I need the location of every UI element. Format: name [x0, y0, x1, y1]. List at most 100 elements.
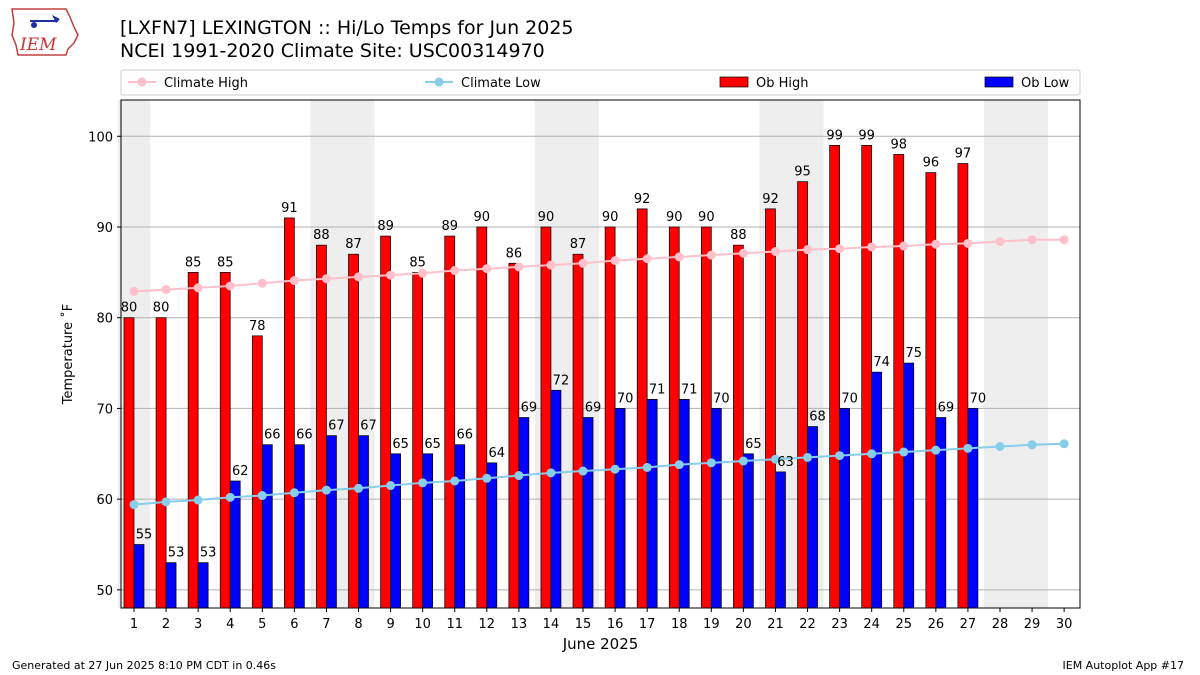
ob-high-bar	[508, 262, 520, 609]
weekend-shade	[1016, 100, 1049, 608]
climate-low-point	[418, 478, 428, 488]
climate-high-point	[706, 250, 716, 260]
ob-high-bar	[380, 235, 391, 609]
climate-high-point	[193, 283, 203, 293]
ob-high-bar	[251, 335, 263, 609]
ob-high-bar	[187, 272, 199, 609]
ob-low-label: 66	[456, 428, 473, 443]
climate-low-point	[931, 445, 941, 455]
x-tick-label: 5	[258, 617, 266, 632]
x-tick-label: 14	[543, 617, 560, 632]
climate-low-point	[129, 500, 139, 510]
ob-low-label: 71	[649, 382, 666, 397]
ob-high-label: 89	[441, 219, 458, 234]
climate-low-point	[706, 458, 716, 468]
x-tick-label: 28	[992, 617, 1009, 632]
x-tick-label: 7	[322, 617, 330, 632]
ob-low-bar	[646, 399, 658, 609]
x-tick-label: 9	[386, 617, 394, 632]
ob-high-bar	[829, 145, 840, 609]
ob-low-bar	[390, 453, 401, 609]
legend-climate-high-label: Climate High	[164, 76, 248, 91]
ob-high-bar	[476, 226, 488, 609]
ob-high-label: 85	[185, 255, 202, 270]
climate-low-point	[354, 483, 364, 493]
weekend-shade	[983, 100, 1017, 608]
climate-high-line	[133, 238, 1065, 293]
ob-low-label: 62	[232, 464, 249, 479]
ob-low-label: 70	[841, 391, 858, 406]
climate-low-point	[546, 468, 556, 478]
ob-low-bar	[839, 408, 850, 609]
ob-low-label: 65	[424, 437, 441, 452]
x-tick-label: 27	[960, 617, 977, 632]
ob-high-label: 85	[217, 255, 234, 270]
x-tick-label: 6	[290, 617, 298, 632]
ob-low-bar	[614, 408, 626, 609]
x-tick-label: 29	[1024, 617, 1041, 632]
y-tick-label: 90	[96, 221, 113, 236]
climate-low-point	[578, 466, 588, 476]
ob-high-bar	[925, 172, 937, 609]
y-tick-label: 100	[88, 130, 113, 145]
ob-high-label: 99	[858, 128, 875, 143]
ob-low-label: 69	[585, 401, 602, 416]
legend-climate-low-label: Climate Low	[461, 76, 541, 91]
ob-low-bar	[454, 444, 466, 609]
x-tick-label: 16	[607, 617, 624, 632]
climate-high-point	[1059, 235, 1069, 245]
ob-low-label: 69	[938, 401, 955, 416]
climate-high-point	[578, 258, 588, 268]
ob-low-label: 75	[905, 346, 922, 361]
x-tick-label: 4	[226, 617, 234, 632]
climate-high-point	[803, 245, 813, 255]
x-tick-label: 30	[1056, 617, 1073, 632]
ob-low-bar	[261, 444, 273, 609]
ob-high-bar	[444, 235, 456, 609]
climate-high-point	[770, 246, 780, 256]
ob-high-label: 85	[409, 255, 426, 270]
x-tick-label: 11	[446, 617, 463, 632]
ob-low-bar	[294, 444, 305, 609]
ob-low-bar	[422, 453, 434, 609]
ob-high-bar	[316, 244, 327, 609]
x-tick-label: 20	[735, 617, 752, 632]
climate-low-point	[963, 443, 973, 453]
climate-high-point	[867, 242, 877, 252]
ob-low-label: 70	[617, 391, 634, 406]
ob-high-label: 78	[249, 319, 266, 334]
climate-low-point	[738, 456, 748, 466]
climate-low-point	[642, 462, 652, 472]
ob-low-label: 66	[264, 428, 281, 443]
climate-high-point	[738, 248, 748, 258]
ob-high-bar	[540, 226, 552, 609]
ob-high-label: 89	[377, 219, 394, 234]
legend-ob-high-label: Ob High	[756, 76, 809, 91]
climate-high-point	[225, 281, 235, 291]
climate-low-point	[674, 460, 684, 470]
ob-high-label: 90	[666, 210, 683, 225]
ob-low-bar	[486, 462, 498, 609]
ob-low-label: 69	[521, 401, 538, 416]
ob-low-label: 55	[136, 528, 153, 543]
ob-high-label: 88	[313, 228, 330, 243]
climate-high-point	[899, 241, 909, 251]
ob-low-bar	[678, 399, 690, 609]
ob-low-bar	[358, 435, 369, 609]
climate-high-point	[514, 262, 524, 272]
ob-low-label: 66	[296, 428, 313, 443]
ob-high-bar	[668, 226, 680, 609]
legend-climate-low-marker	[434, 77, 444, 87]
x-tick-label: 21	[767, 617, 784, 632]
climate-high-point	[963, 238, 973, 248]
ob-low-label: 63	[777, 455, 794, 470]
climate-high-point	[642, 254, 652, 264]
climate-low-point	[482, 473, 492, 483]
ob-high-label: 80	[121, 301, 138, 316]
ob-low-label: 72	[553, 373, 570, 388]
ob-low-bar	[967, 408, 979, 609]
climate-high-point	[450, 266, 460, 276]
ob-low-bar	[903, 362, 915, 609]
ob-low-label: 65	[392, 437, 409, 452]
